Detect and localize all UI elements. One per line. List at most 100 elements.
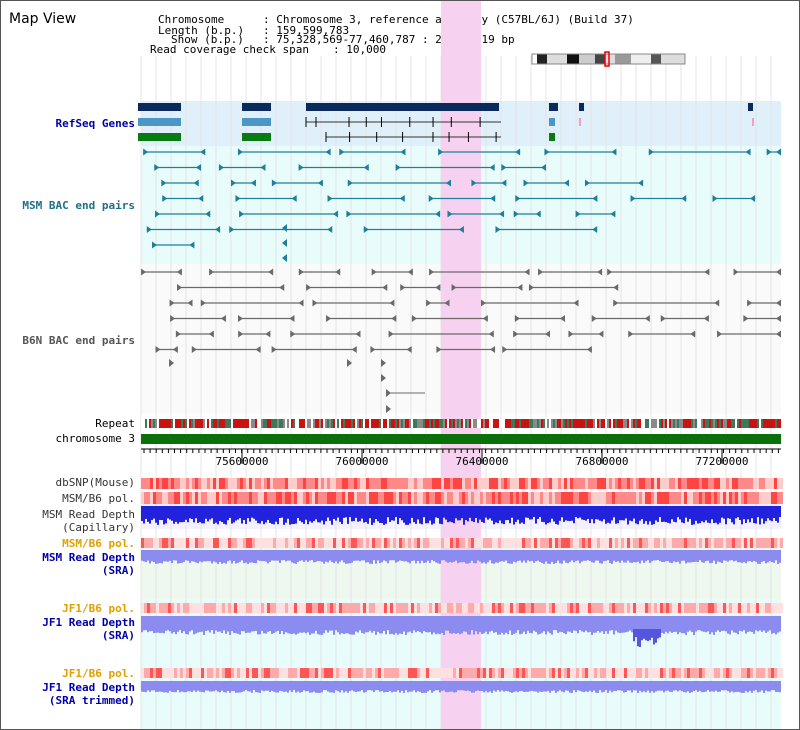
jf1-b6-pol2-cell bbox=[729, 668, 732, 678]
msm-depth-capillary-bar bbox=[305, 506, 307, 520]
jf1-depth-sra-bar bbox=[375, 616, 377, 635]
msm-b6-pol2-cell bbox=[237, 538, 240, 548]
msm-b6-pol2-cell bbox=[588, 538, 591, 548]
jf1-depth-trimmed-label[interactable]: JF1 Read Depth bbox=[42, 681, 135, 694]
msm-b6-pol-cell bbox=[513, 492, 516, 504]
msm-b6-pol-cell bbox=[468, 492, 471, 504]
b6n-bac-pair-end bbox=[776, 268, 781, 276]
repeat-segment bbox=[535, 419, 537, 428]
b6n-bac-pair-end bbox=[613, 284, 619, 291]
b6n-bac-label[interactable]: B6N BAC end pairs bbox=[22, 334, 135, 347]
repeat-segment bbox=[615, 419, 617, 428]
msm-b6-pol2-cell bbox=[753, 538, 756, 548]
msm-bac-pair-end bbox=[438, 148, 444, 156]
jf1-b6-pol2-cell bbox=[414, 668, 417, 678]
msm-b6-pol2-cell bbox=[624, 538, 627, 548]
msm-depth-capillary-bar bbox=[327, 506, 329, 518]
jf1-depth-sra-bar bbox=[335, 616, 337, 631]
jf1-b6-pol-cell bbox=[192, 603, 195, 613]
jf1-b6-pol-cell bbox=[147, 603, 150, 613]
msm-b6-pol2-cell bbox=[594, 538, 597, 548]
jf1-b6-pol-cell bbox=[558, 603, 561, 613]
msm-depth-capillary-bar bbox=[665, 506, 667, 523]
jf1-b6-pol2-cell bbox=[525, 668, 528, 678]
jf1-depth-sra-bar bbox=[731, 616, 733, 631]
jf1-depth-trimmed-bar bbox=[495, 681, 497, 692]
msm-b6-pol-cell bbox=[291, 492, 294, 504]
jf1-b6-pol2-cell bbox=[363, 668, 366, 678]
msm-depth-sra-bar bbox=[399, 550, 401, 561]
msm-depth-capillary-label[interactable]: MSM Read Depth bbox=[42, 508, 135, 521]
msm-depth-capillary-sub: (Capillary) bbox=[62, 521, 135, 534]
msm-bac-label[interactable]: MSM BAC end pairs bbox=[22, 199, 135, 212]
dbsnp-cell bbox=[567, 478, 570, 489]
repeat-segment bbox=[379, 419, 381, 428]
jf1-depth-trimmed-bar bbox=[597, 681, 599, 693]
dbsnp-cell bbox=[516, 478, 519, 489]
jf1-depth-sra-bar bbox=[659, 616, 661, 634]
msm-b6-pol2-cell bbox=[747, 538, 750, 548]
dbsnp-cell bbox=[381, 478, 384, 489]
b6n-bac-pair-end bbox=[703, 315, 709, 322]
jf1-depth-trimmed-bar bbox=[581, 681, 583, 692]
jf1-b6-pol-cell bbox=[423, 603, 426, 613]
jf1-depth-sra-bar bbox=[431, 616, 433, 635]
msm-b6-pol2-cell bbox=[261, 538, 264, 548]
msm-depth-sra-bar bbox=[483, 550, 485, 563]
msm-depth-capillary-bar bbox=[449, 506, 451, 522]
jf1-depth-trimmed-bar bbox=[181, 681, 183, 692]
dbsnp-cell bbox=[465, 478, 468, 489]
b6n-bac-pair-end bbox=[514, 315, 520, 322]
jf1-depth-trimmed-bar bbox=[223, 681, 225, 693]
jf1-depth-trimmed-bar bbox=[709, 681, 711, 692]
repeat-segment bbox=[583, 419, 585, 428]
jf1-depth-sra-bar bbox=[199, 616, 201, 632]
dbsnp-cell bbox=[528, 478, 531, 489]
jf1-depth-trimmed-bar bbox=[379, 681, 381, 692]
msm-depth-sra-bar bbox=[197, 550, 199, 564]
msm-depth-capillary-bar bbox=[711, 506, 713, 520]
jf1-b6-pol-cell bbox=[453, 603, 456, 613]
msm-depth-sra-bar bbox=[277, 550, 279, 561]
repeat-segment bbox=[251, 419, 253, 428]
msm-depth-sra-bar bbox=[261, 550, 263, 562]
msm-depth-capillary-bar bbox=[373, 506, 375, 523]
repeat-segment bbox=[589, 419, 591, 428]
jf1-b6-pol-cell bbox=[165, 603, 168, 613]
dbsnp-cell bbox=[258, 478, 261, 489]
repeat-segment bbox=[705, 419, 707, 428]
jf1-depth-sra-bar bbox=[149, 616, 151, 632]
msm-bac-pair-end bbox=[162, 195, 168, 202]
msm-depth-capillary-bar bbox=[311, 506, 313, 523]
jf1-depth-sra-bar bbox=[325, 616, 327, 631]
jf1-depth-trimmed-bar bbox=[641, 681, 643, 693]
jf1-b6-pol-cell bbox=[357, 603, 360, 613]
refseq-genes-label[interactable]: RefSeq Genes bbox=[55, 117, 135, 130]
jf1-depth-trimmed-bar bbox=[391, 681, 393, 693]
jf1-b6-pol2-cell bbox=[651, 668, 654, 678]
msm-depth-sra-bar bbox=[701, 550, 703, 563]
jf1-b6-pol-label[interactable]: JF1/B6 pol. bbox=[62, 602, 135, 615]
msm-bac-pair-end bbox=[189, 241, 195, 249]
msm-b6-pol-cell bbox=[768, 492, 771, 504]
msm-b6-pol-label-2[interactable]: MSM/B6 pol. bbox=[62, 537, 135, 550]
msm-depth-sra-label[interactable]: MSM Read Depth bbox=[42, 551, 135, 564]
jf1-depth-trimmed-bar bbox=[221, 681, 223, 691]
jf1-b6-pol-label-2[interactable]: JF1/B6 pol. bbox=[62, 667, 135, 680]
jf1-depth-trimmed-bar bbox=[545, 681, 547, 692]
msm-bac-pair-end bbox=[592, 226, 598, 233]
jf1-b6-pol2-cell bbox=[156, 668, 159, 678]
msm-b6-pol-label[interactable]: MSM/B6 pol. bbox=[62, 492, 135, 505]
jf1-b6-pol-cell bbox=[429, 603, 432, 613]
msm-b6-pol-cell bbox=[204, 492, 207, 504]
msm-b6-pol-cell bbox=[369, 492, 372, 504]
jf1-depth-sra-label[interactable]: JF1 Read Depth bbox=[42, 616, 135, 629]
msm-b6-pol2-cell bbox=[171, 538, 174, 548]
msm-b6-pol-cell bbox=[588, 492, 591, 504]
jf1-depth-sra-bar bbox=[469, 616, 471, 635]
msm-depth-capillary-bar bbox=[471, 506, 473, 522]
msm-depth-sra-bar bbox=[517, 550, 519, 562]
dbsnp-label[interactable]: dbSNP(Mouse) bbox=[55, 476, 135, 489]
repeat-segment bbox=[603, 419, 605, 428]
